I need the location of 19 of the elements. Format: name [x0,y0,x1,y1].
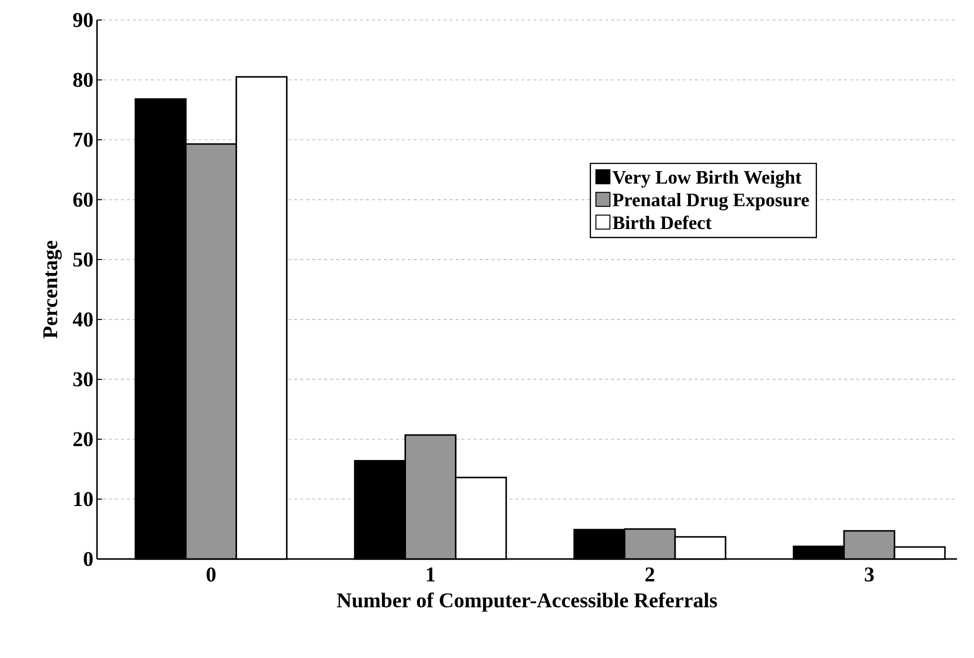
y-tick-label: 80 [73,72,93,87]
x-tick-label: 1 [426,568,435,582]
y-tick-label: 10 [74,492,93,506]
x-tick-label: 0 [206,568,216,582]
x-tick-label: 2 [646,568,654,582]
legend-label: Prenatal Drug Exposure [612,193,809,210]
y-tick-label: 90 [73,12,93,28]
y-tick-label: 0 [84,552,93,566]
y-tick-label: 60 [73,192,93,207]
legend-label: Birth Defect [612,216,712,230]
y-axis-title: Percentage [43,240,62,338]
y-tick-label: 20 [73,432,93,446]
y-tick-label: 30 [73,372,93,386]
x-axis-title: Number of Computer-Accessible Referrals [336,592,717,612]
y-tick-label: 40 [72,312,93,327]
y-tick-label: 70 [74,132,93,147]
x-tick-label: 3 [864,568,874,582]
y-tick-label: 50 [73,252,93,267]
legend-label: Very Low Birth Weight [612,170,802,188]
